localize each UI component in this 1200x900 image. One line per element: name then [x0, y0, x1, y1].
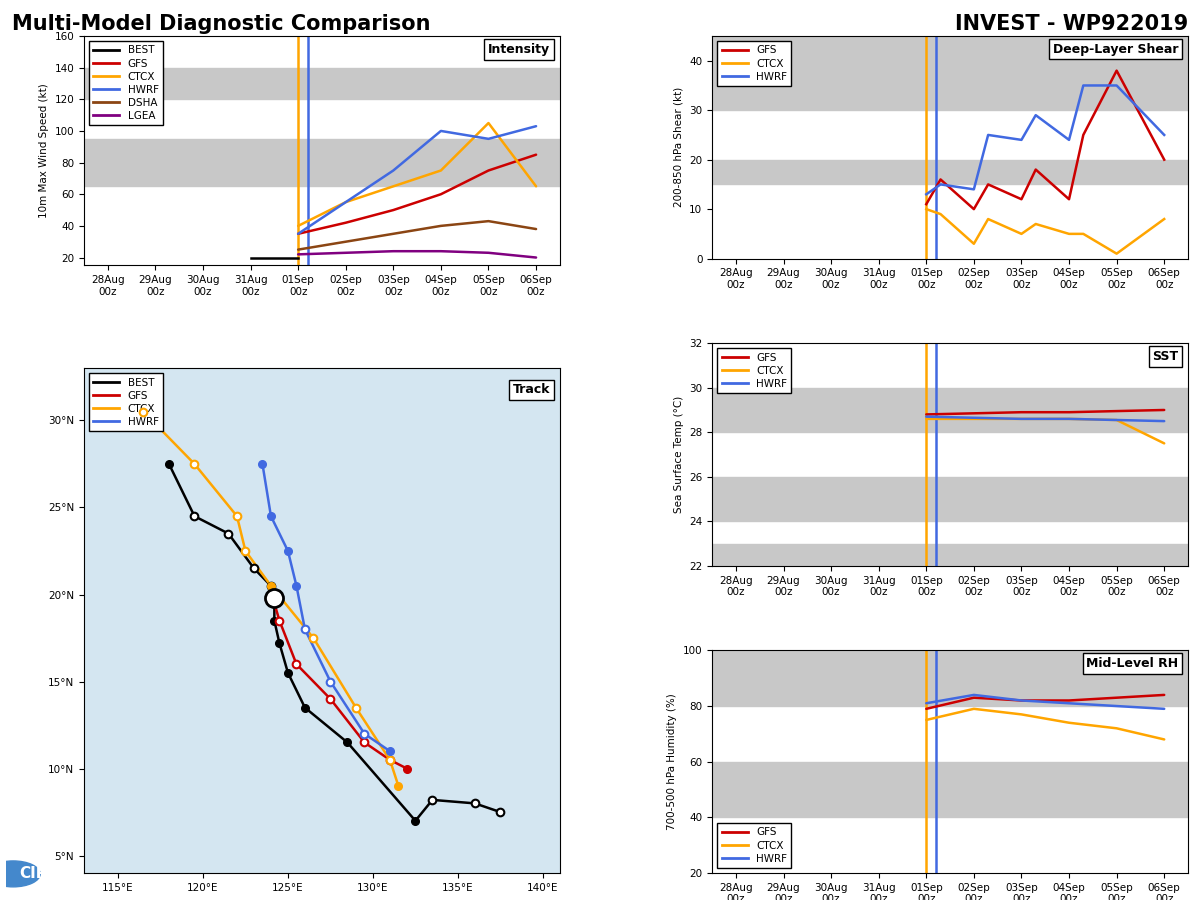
Y-axis label: Sea Surface Temp (°C): Sea Surface Temp (°C) [673, 396, 684, 513]
Bar [712, 388, 1188, 432]
Text: Intensity: Intensity [488, 43, 551, 56]
Y-axis label: 700-500 hPa Humidity (%): 700-500 hPa Humidity (%) [667, 693, 677, 830]
Bar [84, 68, 560, 99]
Bar [712, 36, 1188, 110]
Text: Mid-Level RH: Mid-Level RH [1086, 657, 1178, 670]
Y-axis label: 10m Max Wind Speed (kt): 10m Max Wind Speed (kt) [38, 84, 49, 218]
Y-axis label: 200-850 hPa Shear (kt): 200-850 hPa Shear (kt) [673, 87, 684, 207]
Bar [712, 544, 1188, 566]
Bar [712, 477, 1188, 521]
Bar [712, 761, 1188, 817]
Text: SST: SST [1152, 350, 1178, 363]
Legend: GFS, CTCX, HWRF: GFS, CTCX, HWRF [718, 41, 791, 86]
Legend: GFS, CTCX, HWRF: GFS, CTCX, HWRF [718, 824, 791, 868]
Text: Track: Track [512, 383, 551, 396]
Bar [712, 651, 1188, 706]
Text: CIRA: CIRA [19, 867, 60, 881]
Legend: BEST, GFS, CTCX, HWRF, DSHA, LGEA: BEST, GFS, CTCX, HWRF, DSHA, LGEA [89, 41, 163, 125]
Bar [84, 139, 560, 186]
Text: INVEST - WP922019: INVEST - WP922019 [955, 14, 1188, 33]
Legend: GFS, CTCX, HWRF: GFS, CTCX, HWRF [718, 348, 791, 393]
Circle shape [0, 861, 41, 886]
Text: Deep-Layer Shear: Deep-Layer Shear [1052, 42, 1178, 56]
Legend: BEST, GFS, CTCX, HWRF: BEST, GFS, CTCX, HWRF [89, 374, 163, 431]
Text: Multi-Model Diagnostic Comparison: Multi-Model Diagnostic Comparison [12, 14, 431, 33]
Bar [712, 159, 1188, 184]
